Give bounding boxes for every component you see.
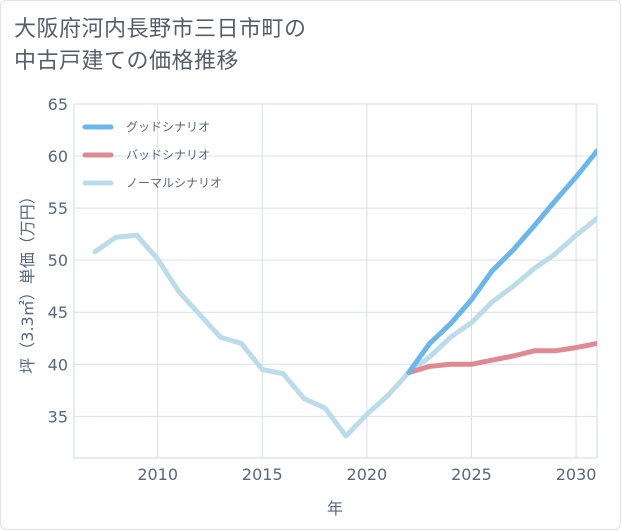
- plot-area: [73, 103, 598, 459]
- tick-labels: 2010 2015 2020 2025 2030 35 40 45 50 55 60 65: [48, 95, 597, 484]
- chart-title: 大阪府河内長野市三日市町の 中古戸建ての価格推移: [14, 14, 307, 78]
- y-tick-label: 60: [48, 147, 68, 166]
- y-tick-label: 45: [48, 303, 68, 322]
- x-axis-label: 年: [327, 499, 343, 518]
- series-line-bad: [406, 341, 597, 376]
- x-tick-label: 2025: [451, 465, 492, 484]
- legend-label: ノーマルシナリオ: [126, 176, 222, 190]
- chart-title-line-2: 中古戸建ての価格推移: [14, 49, 240, 74]
- chart-title-line-1: 大阪府河内長野市三日市町の: [14, 17, 307, 42]
- legend-label: グッドシナリオ: [126, 120, 210, 134]
- y-tick-label: 55: [48, 199, 68, 218]
- series-line-good: [406, 148, 597, 376]
- x-tick-label: 2015: [242, 465, 283, 484]
- y-tick-label: 35: [48, 407, 68, 426]
- x-tick-label: 2010: [137, 465, 178, 484]
- legend-item-normal: ノーマルシナリオ: [82, 176, 222, 190]
- y-tick-label: 50: [48, 251, 68, 270]
- y-axis-label: 坪（3.3㎡）単価（万円）: [18, 188, 37, 373]
- series-line-normal: [92, 216, 597, 439]
- series-lines: [92, 148, 597, 439]
- legend-item-bad: バッドシナリオ: [82, 148, 210, 162]
- legend-label: バッドシナリオ: [126, 148, 210, 162]
- y-tick-label: 40: [48, 355, 68, 374]
- x-tick-label: 2020: [347, 465, 388, 484]
- x-tick-label: 2030: [556, 465, 597, 484]
- y-tick-label: 65: [48, 95, 68, 114]
- legend-item-good: グッドシナリオ: [82, 120, 210, 134]
